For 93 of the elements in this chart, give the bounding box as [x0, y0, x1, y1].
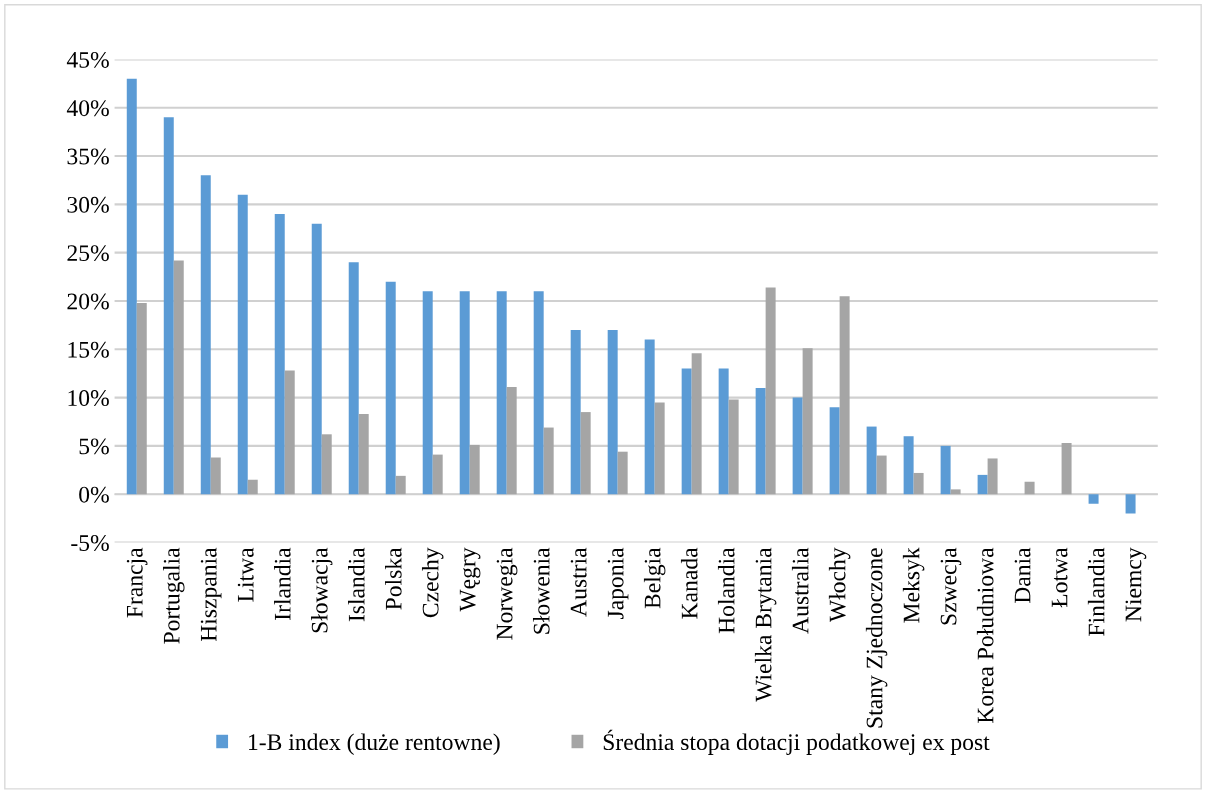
bar: [580, 412, 591, 495]
x-tick-label: Korea Południowa: [976, 547, 994, 724]
bar: [163, 117, 174, 495]
bar: [274, 214, 285, 495]
bar: [691, 353, 702, 495]
bar: [543, 427, 554, 495]
bar: [839, 296, 850, 495]
x-tick-label: Islandia: [348, 547, 365, 622]
x-tick-label: Szwecja: [940, 547, 962, 625]
bar: [728, 399, 739, 495]
x-tick-label: Finlandia: [1087, 547, 1105, 636]
x-tick-label: Australia: [791, 547, 809, 634]
bar: [940, 445, 951, 495]
bar: [644, 339, 655, 495]
bar: [792, 397, 803, 495]
bar: [506, 386, 517, 495]
bar: [459, 291, 470, 495]
x-tick-label: Litwa: [237, 547, 254, 602]
bar: [802, 348, 813, 495]
x-tick-label: Dania: [1014, 547, 1031, 604]
bar: [533, 291, 544, 495]
bar: [755, 387, 766, 495]
x-tick-label: Czechy: [421, 547, 444, 618]
bar: [247, 479, 258, 495]
y-tick-label: 30%: [67, 196, 109, 213]
x-tick-label: Japonia: [607, 547, 629, 620]
y-tick-label: 0%: [79, 486, 109, 503]
bar: [977, 474, 988, 495]
bar: [718, 368, 729, 495]
y-tick-label: 15%: [68, 341, 109, 358]
x-tick-label: Holandia: [717, 547, 735, 634]
x-tick-label: Portugalia: [163, 547, 185, 644]
y-tick-label: 25%: [67, 245, 109, 262]
bar: [829, 407, 840, 495]
y-tick-label: 35%: [67, 148, 109, 165]
bar: [311, 223, 322, 495]
x-tick-label: Stany Zjednoczone: [865, 548, 888, 728]
bar: [765, 287, 776, 495]
y-tick-label: -5%: [71, 535, 109, 552]
bar: [496, 291, 507, 495]
bar: [422, 291, 433, 495]
bar: [654, 402, 665, 495]
bar: [1024, 481, 1035, 495]
bar: [913, 472, 924, 495]
bar: [126, 78, 137, 495]
legend-label: 1-B index (duże rentowne): [249, 733, 500, 755]
x-tick-label: Słowacja: [311, 547, 333, 633]
bar: [237, 194, 248, 495]
x-tick-label: Wielka Brytania: [754, 547, 777, 702]
bar: [395, 475, 406, 495]
x-tick-label: Irlandia: [274, 547, 291, 620]
x-tick-label: Austria: [570, 547, 587, 617]
bar: [432, 454, 443, 495]
bar: [876, 455, 887, 495]
bar: [136, 302, 147, 495]
legend-label: Średnia stopa dotacji podatkowej ex post: [603, 729, 990, 755]
x-tick-label: Łotwa: [1051, 547, 1068, 608]
bar: [321, 434, 332, 495]
bar: [385, 281, 396, 495]
x-tick-label: Węgry: [459, 547, 481, 612]
bar: [681, 368, 692, 495]
bar: [469, 444, 480, 495]
x-tick-label: Polska: [385, 547, 402, 610]
y-tick-label: 40%: [66, 100, 109, 117]
y-tick-label: 45%: [66, 51, 109, 68]
bar: [570, 329, 581, 495]
bar: [950, 489, 961, 495]
bar: [200, 175, 211, 495]
bar: [1125, 494, 1136, 514]
x-tick-label: Włochy: [828, 547, 851, 623]
bar: [607, 329, 618, 495]
y-tick-label: 20%: [67, 293, 109, 310]
bar: [210, 457, 221, 495]
bar: [1088, 494, 1099, 504]
bar: [866, 426, 877, 495]
x-tick-label: Hiszpania: [200, 547, 222, 642]
bar: [617, 451, 628, 495]
bar: [358, 414, 369, 495]
y-tick-label: 5%: [79, 438, 109, 455]
x-tick-label: Kanada: [680, 547, 698, 619]
y-tick-label: 10%: [68, 390, 109, 407]
bar: [348, 262, 359, 495]
bar: [987, 458, 998, 495]
bar: [903, 436, 914, 495]
x-tick-label: Belgia: [643, 547, 666, 609]
bar: [284, 370, 295, 495]
x-tick-label: Francja: [126, 547, 148, 618]
x-tick-label: Słowenia: [532, 547, 550, 634]
x-tick-label: Norwegia: [496, 547, 518, 640]
x-tick-label: Meksyk: [902, 547, 925, 623]
bar: [1061, 443, 1072, 495]
x-tick-label: Niemcy: [1125, 547, 1147, 622]
bar: [173, 260, 184, 495]
